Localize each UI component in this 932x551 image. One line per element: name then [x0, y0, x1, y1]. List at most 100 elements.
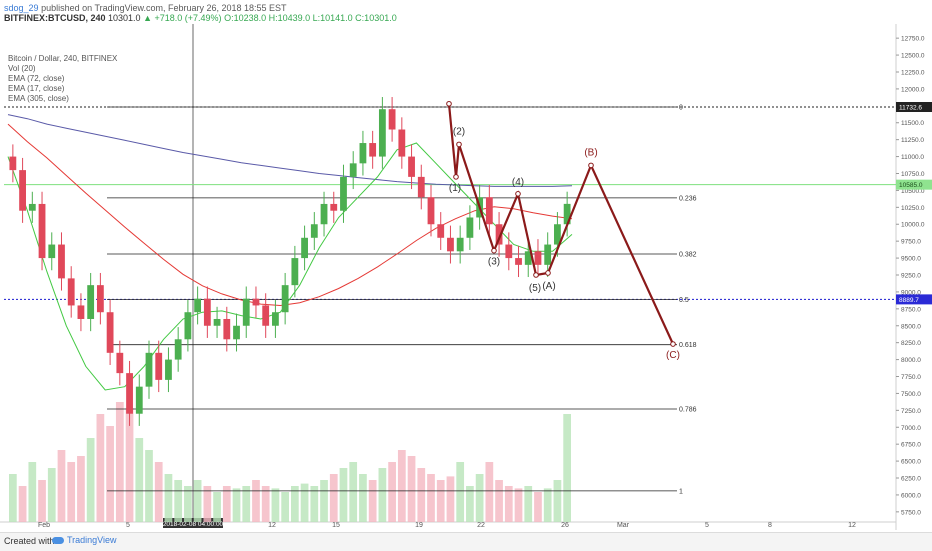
y-tick-label: 8000.0 — [901, 357, 921, 364]
y-tick-label: 7750.0 — [901, 374, 921, 381]
volume-bar — [203, 486, 212, 522]
volume-bar — [28, 462, 37, 522]
candle-body — [135, 386, 143, 414]
volume-bar — [388, 462, 396, 522]
y-tick-label: 6500.0 — [901, 459, 921, 466]
legend-title: Bitcoin / Dollar, 240, BITFINEX — [8, 54, 118, 63]
volume-bar — [18, 486, 27, 522]
y-tick-label: 12250.0 — [901, 69, 925, 76]
candle-body — [369, 143, 377, 157]
fib-level-label: 0.382 — [679, 252, 697, 259]
wave-pivot — [533, 272, 539, 278]
tradingview-logo[interactable]: TradingView — [52, 535, 117, 545]
volume-bar — [242, 486, 251, 522]
volume-bar — [154, 462, 163, 522]
volume-bar — [475, 474, 484, 522]
chart-area[interactable]: 5750.0 6000.0 6250.0 6500.0 6750.0 7000.0 7250… — [0, 24, 932, 530]
legend-item-ema72[interactable]: EMA (72, close) — [8, 74, 65, 83]
wave-pivot — [491, 247, 497, 254]
volume-bar — [145, 450, 153, 522]
candle-body — [437, 224, 445, 238]
last-price: 10301.0 — [108, 13, 141, 23]
ema305-line — [7, 114, 573, 187]
wave-pivot — [446, 100, 452, 107]
candle-body — [310, 224, 318, 238]
y-tick-label: 7250.0 — [901, 408, 921, 415]
volume-bar — [184, 486, 192, 522]
x-tick-label: 8 — [768, 522, 772, 529]
y-tick-label: 10000.0 — [901, 222, 925, 229]
fib-level-label: 0.786 — [679, 406, 697, 413]
candle-body — [281, 285, 289, 313]
candle-body — [485, 197, 493, 225]
candle-body — [466, 217, 474, 238]
wave-pivot — [456, 141, 462, 148]
wave-pivot — [588, 162, 594, 169]
chart-legend: Bitcoin / Dollar, 240, BITFINEX Vol (20)… — [8, 54, 117, 104]
volume-bar — [47, 468, 56, 522]
fib-level-label: 0.618 — [679, 342, 697, 349]
volume-bar — [9, 474, 17, 522]
candle-body — [19, 170, 26, 211]
candle-body — [388, 109, 396, 130]
volume-bar — [417, 468, 426, 522]
volume-bar — [271, 488, 280, 522]
x-tick-label: 19 — [415, 522, 423, 529]
candle-body — [495, 224, 503, 245]
published-text: published on TradingView.com, February 2… — [41, 3, 287, 13]
y-tick-label: 11000.0 — [901, 154, 924, 161]
candle-body — [563, 203, 571, 225]
fib-level-label: 1 — [679, 488, 683, 495]
candle-body — [427, 197, 435, 225]
chart-background — [0, 24, 932, 530]
volume-bar — [456, 462, 465, 522]
volume-bar — [213, 492, 221, 522]
volume-bar — [106, 426, 114, 522]
volume-bar — [436, 480, 445, 522]
y-tick-label: 6000.0 — [901, 492, 921, 499]
volume-bar — [193, 480, 202, 522]
candle-body — [544, 244, 552, 265]
author-link[interactable]: sdog_29 — [4, 3, 39, 13]
fib-level-label: 0 — [679, 104, 683, 111]
x-tick-label: 22 — [477, 522, 485, 529]
candle-body — [515, 258, 522, 265]
volume-bar — [378, 468, 387, 522]
price-change: ▲ +718.0 (+7.49%) — [143, 13, 222, 23]
price-label: 8889.7 — [899, 297, 919, 304]
candle-body — [359, 143, 367, 164]
fib-level-label: 0.5 — [679, 297, 689, 304]
candle-body — [301, 237, 308, 259]
volume-bar — [77, 456, 85, 522]
y-tick-label: 8500.0 — [901, 323, 921, 330]
x-tick-label: Feb — [38, 522, 50, 529]
created-with-text: Created with — [4, 536, 55, 546]
price-chart[interactable]: 5750.0 6000.0 6250.0 6500.0 6750.0 7000.0 7250… — [0, 24, 932, 530]
y-tick-label: 6250.0 — [901, 476, 921, 483]
candle-body — [48, 244, 56, 259]
x-tick-label: 12 — [268, 522, 276, 529]
legend-item-ema305[interactable]: EMA (305, close) — [8, 94, 69, 103]
candle-body — [291, 258, 299, 286]
volume-bar — [115, 402, 124, 522]
volume-bar — [86, 438, 95, 522]
candle-body — [349, 163, 357, 177]
y-tick-label: 9750.0 — [901, 239, 921, 246]
cloud-icon — [52, 537, 64, 545]
candle-body — [38, 203, 46, 259]
x-tick-label: Mar — [617, 522, 630, 529]
candle-body — [417, 176, 425, 198]
candle-body — [534, 251, 542, 265]
volume-bar — [135, 438, 144, 522]
y-tick-label: 9500.0 — [901, 256, 921, 263]
volume-bar — [300, 483, 309, 522]
volume-bar — [495, 480, 503, 522]
y-tick-label: 6750.0 — [901, 442, 921, 449]
volume-bar — [446, 476, 455, 522]
legend-item-volume[interactable]: Vol (20) — [8, 64, 36, 73]
y-tick-label: 12500.0 — [901, 53, 925, 60]
y-tick-label: 7500.0 — [901, 391, 921, 398]
y-tick-label: 5750.0 — [901, 509, 921, 516]
candle-body — [87, 285, 95, 319]
legend-item-ema17[interactable]: EMA (17, close) — [8, 84, 65, 93]
